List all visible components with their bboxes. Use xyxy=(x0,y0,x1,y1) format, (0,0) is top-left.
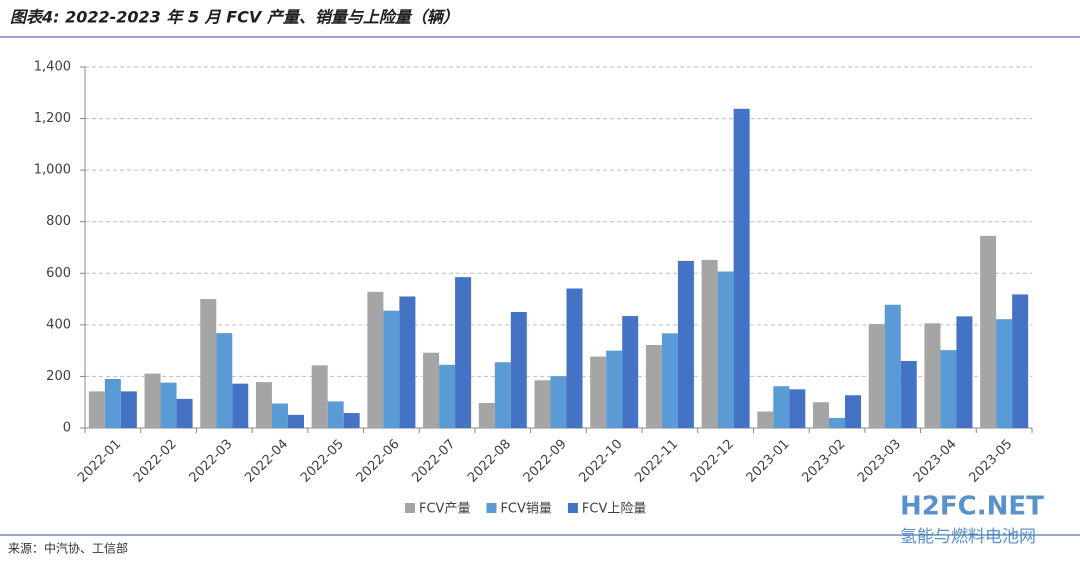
bar xyxy=(1012,294,1029,428)
chart-title: 图表4: 2022-2023 年 5 月 FCV 产量、销量与上险量（辆） xyxy=(10,8,459,27)
y-tick-label: 1,000 xyxy=(34,163,71,178)
bar xyxy=(813,402,830,428)
bar xyxy=(423,352,440,428)
legend-label: FCV产量 xyxy=(419,502,470,517)
bar xyxy=(733,108,750,428)
bar xyxy=(845,395,862,428)
bar xyxy=(478,402,495,428)
bar xyxy=(924,323,941,428)
bar xyxy=(383,310,400,428)
legend-label: FCV销量 xyxy=(500,502,551,517)
bar xyxy=(606,350,623,428)
x-tick-label: 2022-12 xyxy=(688,437,737,486)
bar xyxy=(176,398,193,428)
x-tick-label: 2022-03 xyxy=(187,437,236,486)
x-tick-label: 2022-06 xyxy=(354,437,403,486)
bar xyxy=(940,350,957,428)
x-tick-label: 2023-05 xyxy=(966,437,1015,486)
bar xyxy=(327,401,344,428)
x-tick-label: 2022-08 xyxy=(465,437,514,486)
watermark-text: 氢能与燃料电池网 xyxy=(900,527,1036,547)
legend-label: FCV上险量 xyxy=(582,502,646,517)
x-tick-label: 2022-01 xyxy=(75,437,124,486)
legend-swatch xyxy=(486,503,497,513)
bar xyxy=(868,324,885,428)
bar xyxy=(996,319,1013,428)
y-tick-label: 400 xyxy=(46,317,71,332)
bar xyxy=(829,417,846,428)
bar xyxy=(701,259,718,428)
bar xyxy=(590,356,607,428)
bar xyxy=(757,411,774,428)
bar xyxy=(200,299,217,428)
y-tick-label: 0 xyxy=(63,421,71,436)
bar xyxy=(160,382,177,428)
x-tick-label: 2022-04 xyxy=(242,437,291,486)
bar xyxy=(455,277,472,428)
bar xyxy=(645,344,662,428)
bar xyxy=(367,291,384,428)
bar xyxy=(311,365,328,428)
bar xyxy=(104,379,121,428)
bar xyxy=(677,260,694,428)
bar xyxy=(550,376,567,428)
x-tick-label: 2023-03 xyxy=(855,437,904,486)
x-tick-label: 2023-01 xyxy=(744,437,793,486)
x-tick-label: 2022-05 xyxy=(298,437,347,486)
bar xyxy=(510,311,527,428)
bar xyxy=(232,383,249,428)
bar xyxy=(399,296,416,428)
bar xyxy=(88,391,105,428)
bar xyxy=(534,380,551,428)
bar xyxy=(773,386,790,428)
bar xyxy=(566,288,583,428)
bar xyxy=(789,389,806,428)
bar xyxy=(900,360,917,428)
bar xyxy=(287,414,304,428)
x-tick-label: 2023-04 xyxy=(911,437,960,486)
bar xyxy=(622,316,639,428)
bar xyxy=(494,362,511,428)
x-tick-label: 2022-09 xyxy=(521,437,570,486)
bar xyxy=(884,304,901,428)
y-tick-label: 1,200 xyxy=(34,111,71,126)
watermark-logo: H2FC.NET xyxy=(900,492,1044,522)
y-tick-label: 200 xyxy=(46,369,71,384)
bar xyxy=(956,316,973,428)
x-tick-label: 2022-07 xyxy=(409,437,458,486)
bar xyxy=(144,373,161,428)
bar xyxy=(439,364,456,428)
y-tick-label: 600 xyxy=(46,266,71,281)
source-note: 来源：中汽协、工信部 xyxy=(8,541,128,556)
legend-swatch xyxy=(567,503,578,513)
bar xyxy=(717,271,734,428)
x-tick-label: 2022-10 xyxy=(576,437,625,486)
legend-swatch xyxy=(405,503,415,513)
bar xyxy=(271,403,288,428)
bar xyxy=(661,333,678,428)
bar xyxy=(216,333,233,428)
bar xyxy=(120,391,137,428)
y-tick-label: 800 xyxy=(46,214,71,229)
y-tick-label: 1,400 xyxy=(34,60,71,75)
bar xyxy=(255,382,272,428)
x-tick-label: 2023-02 xyxy=(799,437,848,486)
x-tick-label: 2022-11 xyxy=(632,437,681,486)
bar xyxy=(343,413,360,428)
bar xyxy=(980,235,997,428)
x-tick-label: 2022-02 xyxy=(131,437,180,486)
